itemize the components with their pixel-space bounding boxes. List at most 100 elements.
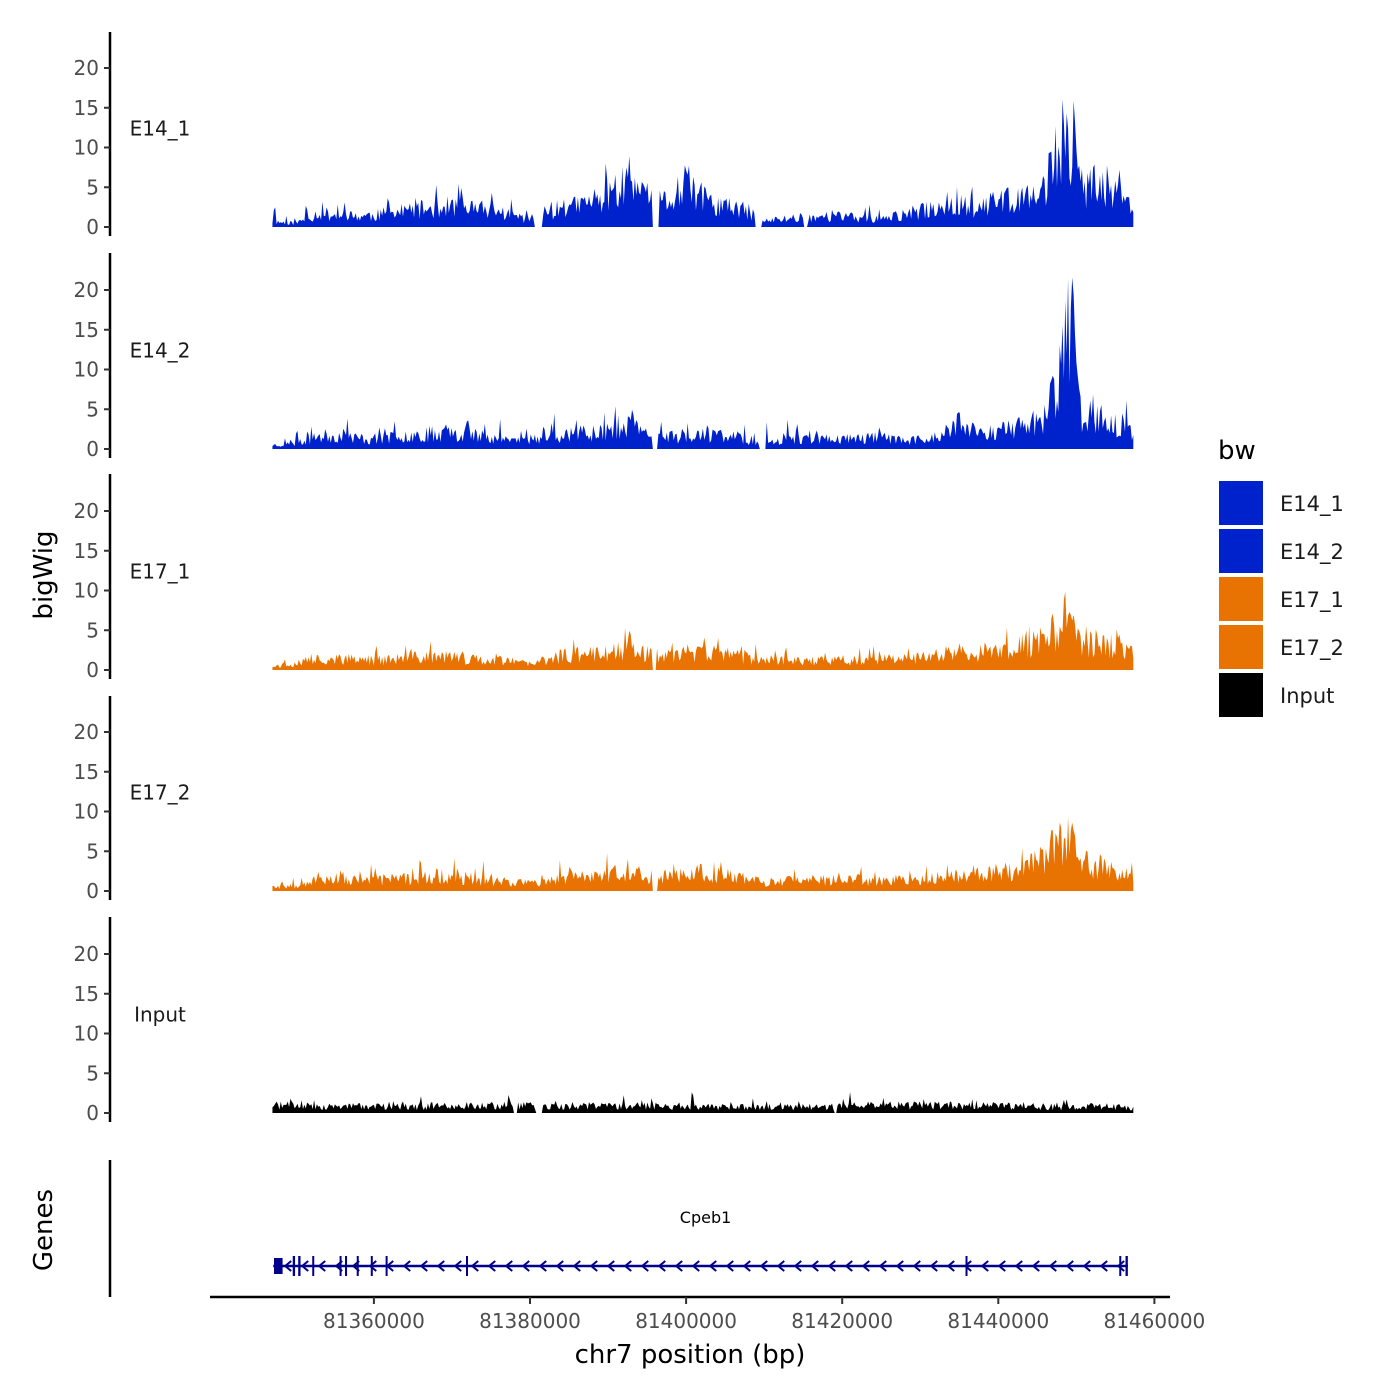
- strand-arrow: [572, 1260, 581, 1272]
- gene-exon: [965, 1256, 968, 1276]
- gene-cpeb1: Cpeb1: [273, 1208, 1128, 1276]
- y-tick-label: 20: [74, 56, 99, 80]
- gene-exon: [339, 1256, 342, 1276]
- y-tick-label: 0: [86, 437, 99, 461]
- y-tick-label: 15: [74, 760, 99, 784]
- strand-arrow: [691, 1260, 700, 1272]
- gene-exon: [292, 1256, 296, 1276]
- gene-label: Cpeb1: [680, 1208, 732, 1227]
- legend-swatch-e14-2: [1217, 527, 1265, 575]
- track-e17-2: 0 5 10 15 20 E17_2: [74, 696, 1134, 903]
- x-tick-label: 81380000: [479, 1309, 581, 1333]
- track-label: E14_2: [130, 339, 191, 363]
- y-tick-label: 20: [74, 278, 99, 302]
- strand-arrow: [997, 1260, 1006, 1272]
- gene-exon: [1125, 1256, 1128, 1276]
- legend-label-e14-1: E14_1: [1280, 492, 1344, 517]
- strand-arrow: [317, 1260, 326, 1272]
- x-tick-label: 81360000: [323, 1309, 425, 1333]
- strand-arrow: [1082, 1260, 1091, 1272]
- y-tick-label: 20: [74, 720, 99, 744]
- legend-label-e17-2: E17_2: [1280, 636, 1344, 661]
- y-tick-label: 0: [86, 1101, 99, 1125]
- track-e17-1: 0 5 10 15 20 E17_1: [74, 474, 1134, 682]
- strand-arrow: [589, 1260, 598, 1272]
- strand-arrow: [895, 1260, 904, 1272]
- strand-arrow: [929, 1260, 938, 1272]
- y-tick-label: 10: [74, 136, 99, 160]
- coverage-area-e14-1: [272, 98, 1134, 227]
- strand-arrow: [844, 1260, 853, 1272]
- strand-arrow: [980, 1260, 989, 1272]
- strand-arrow: [1031, 1260, 1040, 1272]
- genes-axis-title: Genes: [29, 1189, 59, 1271]
- strand-arrow: [419, 1260, 428, 1272]
- legend-swatch-e17-2: [1217, 623, 1265, 671]
- x-tick-label: 81420000: [791, 1309, 893, 1333]
- gene-exon: [466, 1256, 468, 1276]
- strand-arrow: [300, 1260, 309, 1272]
- gene-exon: [274, 1258, 283, 1274]
- strand-arrow: [640, 1260, 649, 1272]
- y-tick-label: 5: [86, 1061, 99, 1085]
- strand-arrow: [912, 1260, 921, 1272]
- gene-exon: [370, 1256, 373, 1276]
- strand-arrow: [283, 1260, 292, 1272]
- y-tick-label: 5: [86, 397, 99, 421]
- strand-arrow: [742, 1260, 751, 1272]
- strand-arrow: [487, 1260, 496, 1272]
- legend-swatch-input: [1217, 671, 1265, 719]
- strand-arrow: [1014, 1260, 1023, 1272]
- y-tick-label: 20: [74, 499, 99, 523]
- y-axis-title: bigWig: [29, 530, 59, 619]
- strand-arrow: [827, 1260, 836, 1272]
- gene-exon: [298, 1256, 301, 1276]
- gene-exon: [1119, 1256, 1122, 1276]
- y-tick-label: 5: [86, 175, 99, 199]
- strand-arrow: [555, 1260, 564, 1272]
- x-axis-title: chr7 position (bp): [575, 1340, 806, 1370]
- strand-arrow: [708, 1260, 717, 1272]
- strand-arrow: [470, 1260, 479, 1272]
- track-label: Input: [134, 1003, 186, 1027]
- y-tick-label: 15: [74, 982, 99, 1006]
- strand-arrow: [759, 1260, 768, 1272]
- strand-arrow: [402, 1260, 411, 1272]
- strand-arrow: [1065, 1260, 1074, 1272]
- legend-label-e17-1: E17_1: [1280, 588, 1344, 613]
- strand-arrow: [878, 1260, 887, 1272]
- gene-exon: [385, 1256, 388, 1276]
- strand-arrow: [368, 1260, 377, 1272]
- y-tick-label: 0: [86, 879, 99, 903]
- strand-arrow: [623, 1260, 632, 1272]
- legend-label-input: Input: [1280, 684, 1334, 708]
- track-e14-2: 0 5 10 15 20 E14_2: [74, 253, 1134, 461]
- strand-arrow: [946, 1260, 955, 1272]
- y-tick-label: 15: [74, 539, 99, 563]
- legend: bw E14_1 E14_2 E17_1 E17_2 Input: [1217, 436, 1344, 719]
- strand-arrow: [1048, 1260, 1057, 1272]
- legend-label-e14-2: E14_2: [1280, 540, 1344, 565]
- x-tick-label: 81400000: [635, 1309, 737, 1333]
- y-tick-label: 0: [86, 215, 99, 239]
- track-label: E14_1: [130, 117, 191, 141]
- y-tick-label: 10: [74, 579, 99, 603]
- strand-arrow: [776, 1260, 785, 1272]
- gene-exon: [356, 1256, 359, 1276]
- legend-swatch-e14-1: [1217, 479, 1265, 527]
- strand-arrow: [521, 1260, 530, 1272]
- coverage-area-e17-2: [272, 816, 1134, 891]
- bigwig-tracks: 05101520E14_105101520E14_205101520E17_10…: [74, 32, 1134, 1125]
- coverage-area-input: [272, 1092, 1134, 1113]
- coverage-area-e14-2: [272, 277, 1134, 449]
- gene-exon: [345, 1256, 348, 1276]
- strand-arrow: [861, 1260, 870, 1272]
- x-tick-label: 81440000: [947, 1309, 1049, 1333]
- legend-swatch-e17-1: [1217, 575, 1265, 623]
- strand-arrow: [453, 1260, 462, 1272]
- track-input: 0 5 10 15 20 Input: [74, 917, 1134, 1125]
- y-tick-label: 15: [74, 96, 99, 120]
- coverage-area-e17-1: [272, 591, 1134, 670]
- x-axis: 81360000 81380000 81400000 81420000 81440000…: [210, 1295, 1205, 1333]
